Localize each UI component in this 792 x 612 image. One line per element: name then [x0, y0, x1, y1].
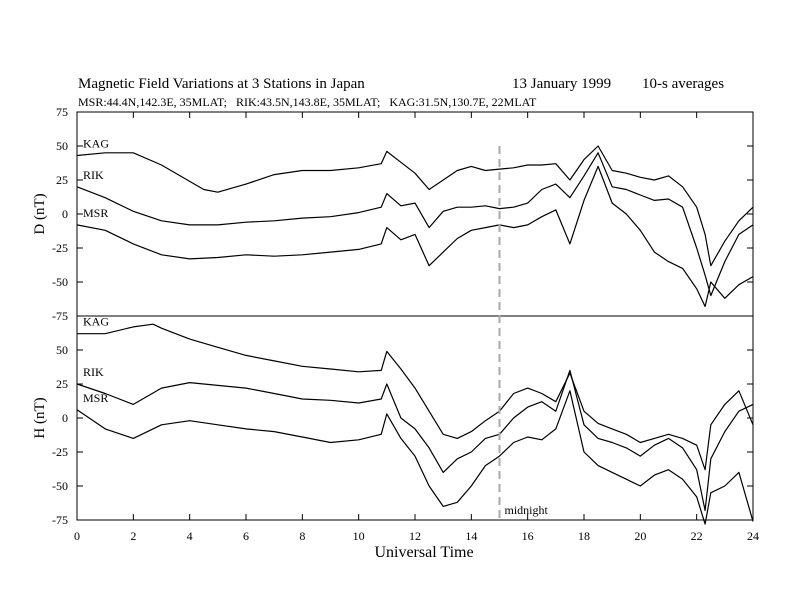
series-line-kag — [77, 323, 754, 471]
series-label-kag: KAG — [83, 137, 109, 151]
y-tick-label: 50 — [56, 139, 68, 153]
x-tick-label: 2 — [130, 529, 136, 543]
chart-date: 13 January 1999 — [512, 76, 611, 92]
y-tick-label: -50 — [52, 275, 68, 289]
series-line-rik — [76, 152, 754, 297]
y-tick-label: 50 — [56, 343, 68, 357]
x-tick-label: 22 — [691, 529, 703, 543]
x-tick-label: 6 — [243, 529, 249, 543]
panel-frame — [76, 315, 754, 521]
chart-subtitle: MSR:44.4N,142.3E, 35MLAT; RIK:43.5N,143.… — [78, 95, 537, 109]
x-tick-label: 18 — [578, 529, 590, 543]
y-tick-label: 75 — [56, 105, 68, 119]
y-tick-label: 0 — [62, 411, 68, 425]
x-tick-label: 24 — [747, 529, 759, 543]
x-tick-label: 12 — [409, 529, 421, 543]
y-tick-label: -50 — [52, 479, 68, 493]
y-tick-label: -25 — [52, 241, 68, 255]
panel-frame — [76, 111, 754, 317]
x-tick-label: 20 — [634, 529, 646, 543]
chart-title: Magnetic Field Variations at 3 Stations … — [78, 76, 365, 92]
x-tick-label: 10 — [353, 529, 365, 543]
y-tick-label: 0 — [62, 207, 68, 221]
x-tick-label: 4 — [187, 529, 193, 543]
series-line-msr — [76, 390, 754, 525]
series-label-rik: RIK — [83, 168, 104, 182]
series-label-kag: KAG — [83, 315, 109, 329]
y-axis-label: D (nT) — [32, 193, 48, 234]
y-tick-label: 25 — [56, 173, 68, 187]
series-label-rik: RIK — [83, 365, 104, 379]
x-tick-label: 14 — [465, 529, 477, 543]
panel-d: 75 50 25 0 -25 -50 -75 D (nT) KAG RIK MSR — [32, 105, 754, 323]
x-tick-label: 8 — [299, 529, 305, 543]
y-tick-label: -25 — [52, 445, 68, 459]
chart-averaging: 10-s averages — [642, 76, 724, 92]
series-line-kag — [76, 145, 754, 267]
midnight-label: midnight — [505, 503, 549, 517]
series-label-msr: MSR — [83, 391, 108, 405]
y-tick-label: 25 — [56, 377, 68, 391]
series-label-msr: MSR — [83, 206, 108, 220]
x-tick-label: 0 — [74, 529, 80, 543]
series-line-rik — [76, 369, 754, 512]
panel-h: 50 25 0 -25 -50 -75 H (nT) KAG RIK MSR — [32, 315, 754, 527]
x-axis: 0 2 4 6 8 10 12 14 16 18 20 22 24 — [74, 112, 759, 543]
y-axis-label: H (nT) — [32, 397, 48, 438]
y-tick-label: -75 — [52, 309, 68, 323]
series-line-msr — [76, 165, 754, 308]
y-tick-label: -75 — [52, 513, 68, 527]
x-axis-label: Universal Time — [374, 544, 473, 561]
x-tick-label: 16 — [522, 529, 534, 543]
